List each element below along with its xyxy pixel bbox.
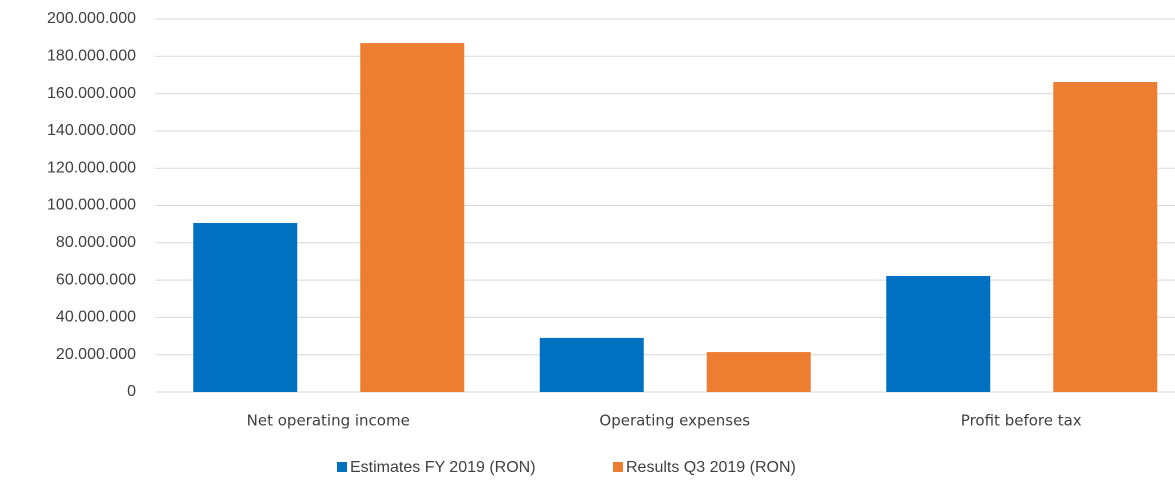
x-tick-label: Profit before tax xyxy=(961,412,1082,430)
legend-label: Results Q3 2019 (RON) xyxy=(626,459,796,476)
bar xyxy=(360,43,465,392)
legend-swatch xyxy=(613,462,623,472)
y-tick-label: 100.000.000 xyxy=(47,197,136,214)
y-tick-label: 200.000.000 xyxy=(47,10,136,27)
y-tick-label: 60.000.000 xyxy=(56,271,136,288)
y-tick-label: 20.000.000 xyxy=(56,346,136,363)
bar xyxy=(706,352,811,392)
bar xyxy=(1053,82,1158,393)
y-tick-label: 0 xyxy=(127,383,136,400)
y-tick-label: 120.000.000 xyxy=(47,159,136,176)
bar xyxy=(193,223,298,392)
bar xyxy=(886,275,991,392)
y-tick-label: 80.000.000 xyxy=(56,234,136,251)
legend-swatch xyxy=(337,462,347,472)
y-tick-label: 140.000.000 xyxy=(47,122,136,139)
x-tick-label: Net operating income xyxy=(247,412,410,430)
x-tick-label: Operating expenses xyxy=(599,412,750,430)
y-tick-label: 160.000.000 xyxy=(47,85,136,102)
legend-label: Estimates FY 2019 (RON) xyxy=(350,459,536,476)
y-tick-label: 40.000.000 xyxy=(56,309,136,326)
y-tick-label: 180.000.000 xyxy=(47,48,136,65)
bar xyxy=(539,337,644,392)
